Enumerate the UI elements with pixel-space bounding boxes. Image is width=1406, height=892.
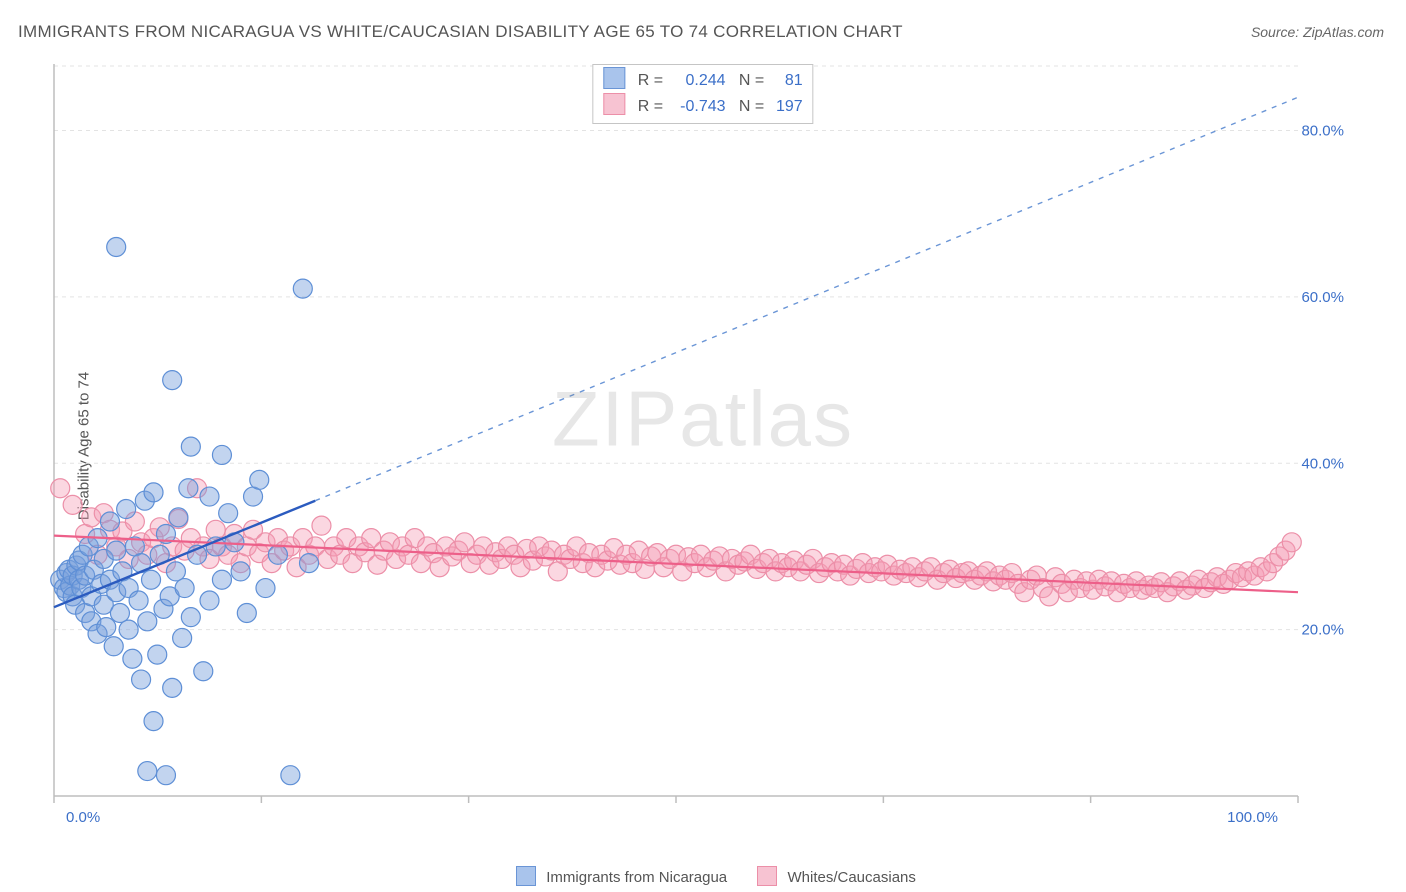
- svg-text:60.0%: 60.0%: [1301, 289, 1344, 306]
- series-legend: Immigrants from Nicaragua Whites/Caucasi…: [0, 866, 1406, 886]
- legend-n-0: 81: [769, 69, 803, 93]
- legend-swatch-0: [603, 67, 625, 89]
- chart-title: IMMIGRANTS FROM NICARAGUA VS WHITE/CAUCA…: [18, 22, 903, 42]
- bottom-label-1: Whites/Caucasians: [788, 869, 916, 886]
- legend-swatch-1: [603, 93, 625, 115]
- legend-r-0: 0.244: [668, 69, 726, 93]
- chart-svg: 20.0% 40.0% 60.0% 80.0% 0.0% 100.0%: [48, 60, 1348, 830]
- svg-text:80.0%: 80.0%: [1301, 123, 1344, 140]
- chart-container: IMMIGRANTS FROM NICARAGUA VS WHITE/CAUCA…: [0, 0, 1406, 892]
- svg-text:20.0%: 20.0%: [1301, 622, 1344, 639]
- bottom-swatch-1: [757, 866, 777, 886]
- bottom-swatch-0: [516, 866, 536, 886]
- legend-row-series-0: R = 0.244 N = 81: [603, 67, 802, 93]
- legend-row-series-1: R = -0.743 N = 197: [603, 93, 802, 119]
- legend-r-1: -0.743: [668, 95, 726, 119]
- plot-area: 20.0% 40.0% 60.0% 80.0% 0.0% 100.0%: [48, 60, 1348, 830]
- bottom-label-0: Immigrants from Nicaragua: [546, 869, 727, 886]
- source-attribution: Source: ZipAtlas.com: [1251, 24, 1384, 40]
- correlation-legend: R = 0.244 N = 81 R = -0.743 N = 197: [592, 64, 813, 124]
- svg-text:0.0%: 0.0%: [66, 809, 100, 826]
- legend-n-1: 197: [769, 95, 803, 119]
- svg-text:40.0%: 40.0%: [1301, 455, 1344, 472]
- svg-text:100.0%: 100.0%: [1227, 809, 1278, 826]
